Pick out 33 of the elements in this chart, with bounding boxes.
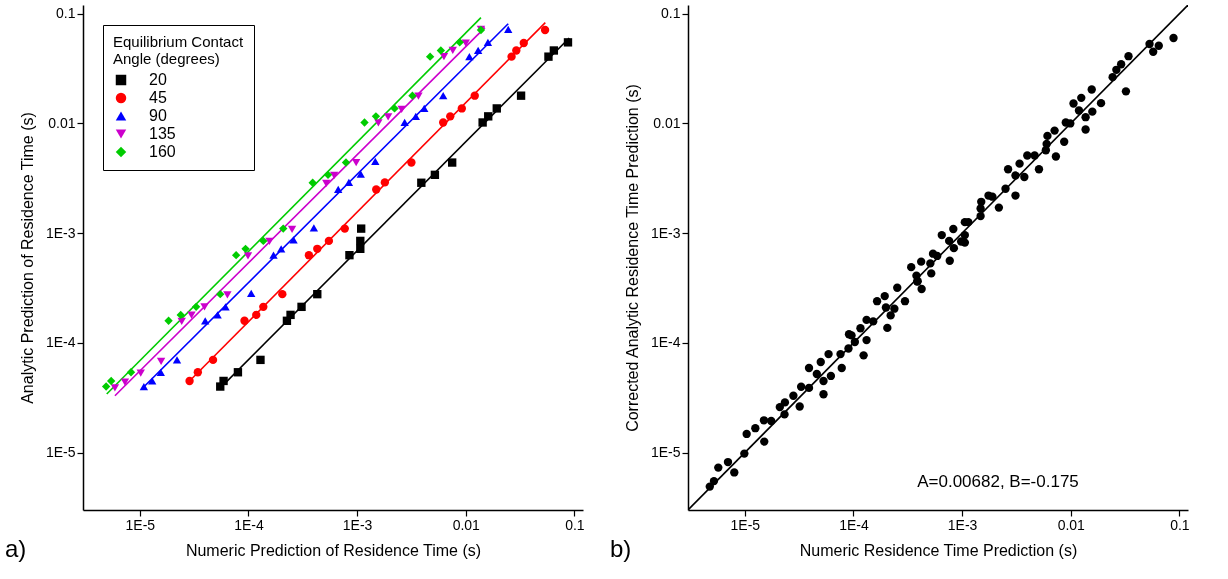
y-tick-label: 0.01 <box>653 114 681 131</box>
x-tick-label: 0.1 <box>565 516 585 533</box>
y-tick-label: 1E-5 <box>45 444 76 461</box>
x-tick-label: 0.1 <box>1170 516 1190 533</box>
y-tick-label: 1E-4 <box>45 334 76 351</box>
x-tick-label: 0.01 <box>452 516 481 533</box>
y-tick-label: 0.1 <box>56 5 76 22</box>
annotation: A=0.00682, B=-0.175 <box>917 472 1079 491</box>
y-tick-label: 1E-5 <box>650 444 681 461</box>
y-tick-label: 0.1 <box>661 5 681 22</box>
y-tick-label: 1E-3 <box>650 224 681 241</box>
legend-label: 20 <box>149 71 167 88</box>
legend-label: 45 <box>149 89 167 106</box>
legend-label: 135 <box>149 125 176 142</box>
x-tick-label: 1E-3 <box>342 516 373 533</box>
y-tick-label: 1E-3 <box>45 224 76 241</box>
y-axis-title: Analytic Prediction of Residence Time (s) <box>18 112 36 404</box>
x-tick-label: 1E-4 <box>234 516 264 533</box>
x-tick-label: 1E-3 <box>947 516 978 533</box>
x-tick-label: 1E-5 <box>730 516 761 533</box>
legend-label: 90 <box>149 107 167 124</box>
legend-label: 160 <box>149 143 176 160</box>
y-tick-label: 1E-4 <box>650 334 681 351</box>
x-axis-title: Numeric Prediction of Residence Time (s) <box>185 541 482 559</box>
x-tick-label: 0.01 <box>1057 516 1086 533</box>
x-tick-label: 1E-4 <box>839 516 869 533</box>
x-tick-label: 1E-5 <box>125 516 156 533</box>
legend-title: Equilibrium Contact Angle (degrees) <box>113 33 244 67</box>
y-axis-title: Corrected Analytic Residence Time Prediction (s) <box>623 84 641 432</box>
text: b) <box>610 535 632 562</box>
text: a) <box>5 535 27 562</box>
x-axis-title: Numeric Residence Time Prediction (s) <box>799 541 1078 559</box>
y-tick-label: 0.01 <box>48 114 76 131</box>
